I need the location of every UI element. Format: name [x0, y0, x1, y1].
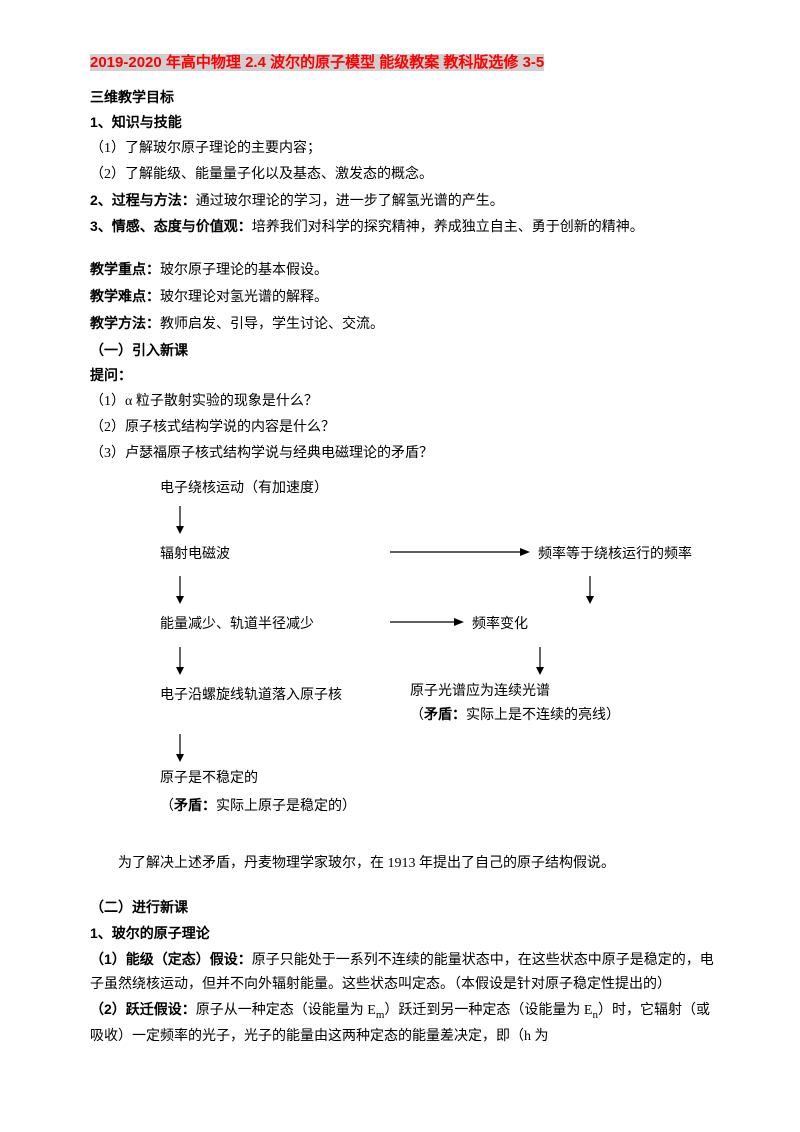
hypothesis-2: （2）跃迁假设：原子从一种定态（设能量为 Em）跃迁到另一种定态（设能量为 En…	[90, 998, 720, 1048]
arrow-right-icon	[390, 544, 530, 566]
flow-node-2: 辐射电磁波	[160, 544, 390, 566]
knowledge-heading: 1、知识与技能	[90, 111, 720, 135]
values-text: 培养我们对科学的探究精神，养成独立自主、勇于创新的精神。	[252, 220, 644, 235]
difficulty-text: 玻尔理论对氢光谱的解释。	[160, 290, 328, 305]
new-lesson-heading: （二）进行新课	[90, 896, 720, 920]
title-rest: 年高中物理 2.4 波尔的原子模型 能级教案 教科版选修 3-5	[162, 54, 545, 71]
knowledge-item-1: （1）了解玻尔原子理论的主要内容；	[90, 137, 720, 161]
hypothesis-2-heading: （2）跃迁假设：	[90, 1001, 196, 1017]
hypothesis-1: （1）能级（定态）假设：原子只能处于一系列不连续的能量状态中，在这些状态中原子是…	[90, 948, 720, 997]
bohr-theory-heading: 1、玻尔的原子理论	[90, 922, 720, 946]
flow-node-4r: 原子光谱应为连续光谱	[410, 681, 720, 703]
values-line: 3、情感、态度与价值观：培养我们对科学的探究精神，养成独立自主、勇于创新的精神。	[90, 215, 720, 240]
flow-node-3r: 频率变化	[472, 614, 528, 636]
focus-text: 玻尔原子理论的基本假设。	[160, 263, 328, 278]
flow-node-4: 电子沿螺旋线轨道落入原子核	[160, 685, 390, 707]
arrow-down-icon	[584, 576, 720, 604]
focus-heading: 教学重点：	[90, 261, 160, 277]
arrow-down-icon	[174, 576, 390, 604]
question-heading: 提问：	[90, 364, 720, 388]
flow-node-4r-note: （矛盾：实际上是不连续的亮线）	[410, 703, 720, 727]
arrow-down-icon	[174, 506, 720, 534]
process-text: 通过玻尔理论的学习，进一步了解氢光谱的产生。	[196, 194, 504, 209]
question-2: （2）原子核式结构学说的内容是什么？	[90, 416, 720, 440]
flow-node-1: 电子绕核运动（有加速度）	[160, 478, 720, 500]
arrow-down-icon	[534, 647, 720, 675]
hypothesis-1-heading: （1）能级（定态）假设：	[90, 951, 252, 967]
method-heading: 教学方法：	[90, 315, 160, 331]
method-text: 教师启发、引导，学生讨论、交流。	[160, 317, 384, 332]
method-line: 教学方法：教师启发、引导，学生讨论、交流。	[90, 312, 720, 337]
arrow-down-icon	[174, 647, 390, 675]
flow-node-3: 能量减少、轨道半径减少	[160, 614, 390, 636]
title-pre: 2019-2020	[90, 54, 162, 71]
difficulty-heading: 教学难点：	[90, 288, 160, 304]
values-heading: 3、情感、态度与价值观：	[90, 218, 252, 234]
process-heading: 2、过程与方法：	[90, 192, 196, 208]
flowchart: 电子绕核运动（有加速度） 辐射电磁波 频率等于绕核运行的频率 能量减少、轨道半径…	[90, 478, 720, 819]
page-title: 2019-2020 年高中物理 2.4 波尔的原子模型 能级教案 教科版选修 3…	[90, 50, 720, 76]
section-goals: 三维教学目标	[90, 86, 720, 110]
question-3: （3）卢瑟福原子核式结构学说与经典电磁理论的矛盾？	[90, 442, 720, 466]
flow-node-5-note: （矛盾：实际上原子是稳定的）	[160, 794, 720, 818]
focus-line: 教学重点：玻尔原子理论的基本假设。	[90, 258, 720, 283]
flow-node-5: 原子是不稳定的	[160, 768, 720, 790]
difficulty-line: 教学难点：玻尔理论对氢光谱的解释。	[90, 285, 720, 310]
bridge-text: 为了解决上述矛盾，丹麦物理学家玻尔，在 1913 年提出了自己的原子结构假说。	[90, 852, 720, 876]
hypothesis-2-text-1: 原子从一种定态（设能量为 E	[196, 1003, 376, 1018]
process-line: 2、过程与方法：通过玻尔理论的学习，进一步了解氢光谱的产生。	[90, 189, 720, 214]
question-1: （1）α 粒子散射实验的现象是什么？	[90, 390, 720, 414]
hypothesis-2-text-2: ）跃迁到另一种定态（设能量为 E	[384, 1003, 592, 1018]
knowledge-item-2: （2）了解能级、能量量子化以及基态、激发态的概念。	[90, 163, 720, 187]
arrow-down-icon	[174, 734, 720, 762]
flow-node-2r: 频率等于绕核运行的频率	[538, 544, 692, 566]
intro-heading: （一）引入新课	[90, 339, 720, 363]
arrow-right-icon	[390, 614, 464, 636]
